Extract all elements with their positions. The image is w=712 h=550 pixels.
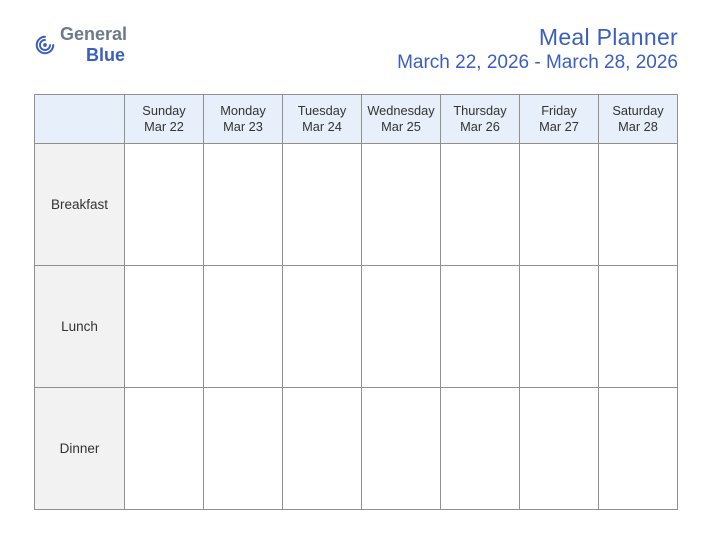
header-row: SundayMar 22 MondayMar 23 TuesdayMar 24 … — [35, 95, 678, 144]
meal-label: Lunch — [35, 265, 125, 387]
day-header: TuesdayMar 24 — [283, 95, 362, 144]
meal-cell[interactable] — [599, 265, 678, 387]
header: General Blue Meal Planner March 22, 2026… — [0, 0, 712, 84]
day-date: Mar 24 — [285, 119, 359, 135]
day-name: Thursday — [443, 103, 517, 119]
day-header: SaturdayMar 28 — [599, 95, 678, 144]
meal-cell[interactable] — [599, 143, 678, 265]
day-name: Sunday — [127, 103, 201, 119]
day-header: MondayMar 23 — [204, 95, 283, 144]
day-date: Mar 22 — [127, 119, 201, 135]
title-block: Meal Planner March 22, 2026 - March 28, … — [397, 24, 678, 74]
day-date: Mar 27 — [522, 119, 596, 135]
meal-cell[interactable] — [204, 387, 283, 509]
meal-cell[interactable] — [125, 265, 204, 387]
day-date: Mar 23 — [206, 119, 280, 135]
meal-cell[interactable] — [362, 143, 441, 265]
day-date: Mar 25 — [364, 119, 438, 135]
meal-cell[interactable] — [283, 143, 362, 265]
meal-cell[interactable] — [125, 143, 204, 265]
logo-text-general: General — [60, 24, 127, 44]
day-name: Tuesday — [285, 103, 359, 119]
meal-cell[interactable] — [283, 265, 362, 387]
meal-cell[interactable] — [362, 265, 441, 387]
page-title: Meal Planner — [397, 24, 678, 51]
meal-cell[interactable] — [125, 387, 204, 509]
day-date: Mar 26 — [443, 119, 517, 135]
planner-table-wrap: SundayMar 22 MondayMar 23 TuesdayMar 24 … — [0, 84, 712, 510]
meal-cell[interactable] — [599, 387, 678, 509]
day-name: Wednesday — [364, 103, 438, 119]
logo-swirl-icon — [34, 34, 56, 56]
meal-cell[interactable] — [520, 387, 599, 509]
meal-label: Dinner — [35, 387, 125, 509]
meal-cell[interactable] — [441, 387, 520, 509]
meal-label: Breakfast — [35, 143, 125, 265]
logo-text-blue: Blue — [86, 45, 125, 65]
day-header: WednesdayMar 25 — [362, 95, 441, 144]
planner-table: SundayMar 22 MondayMar 23 TuesdayMar 24 … — [34, 94, 678, 510]
meal-cell[interactable] — [441, 143, 520, 265]
meal-cell[interactable] — [441, 265, 520, 387]
day-header: ThursdayMar 26 — [441, 95, 520, 144]
corner-cell — [35, 95, 125, 144]
day-name: Saturday — [601, 103, 675, 119]
date-range: March 22, 2026 - March 28, 2026 — [397, 52, 678, 74]
meal-cell[interactable] — [520, 265, 599, 387]
day-header: SundayMar 22 — [125, 95, 204, 144]
day-name: Monday — [206, 103, 280, 119]
day-header: FridayMar 27 — [520, 95, 599, 144]
meal-cell[interactable] — [362, 387, 441, 509]
day-date: Mar 28 — [601, 119, 675, 135]
meal-row: Breakfast — [35, 143, 678, 265]
meal-cell[interactable] — [283, 387, 362, 509]
meal-cell[interactable] — [204, 265, 283, 387]
meal-row: Dinner — [35, 387, 678, 509]
meal-row: Lunch — [35, 265, 678, 387]
day-name: Friday — [522, 103, 596, 119]
logo: General Blue — [34, 24, 127, 66]
meal-cell[interactable] — [520, 143, 599, 265]
meal-cell[interactable] — [204, 143, 283, 265]
